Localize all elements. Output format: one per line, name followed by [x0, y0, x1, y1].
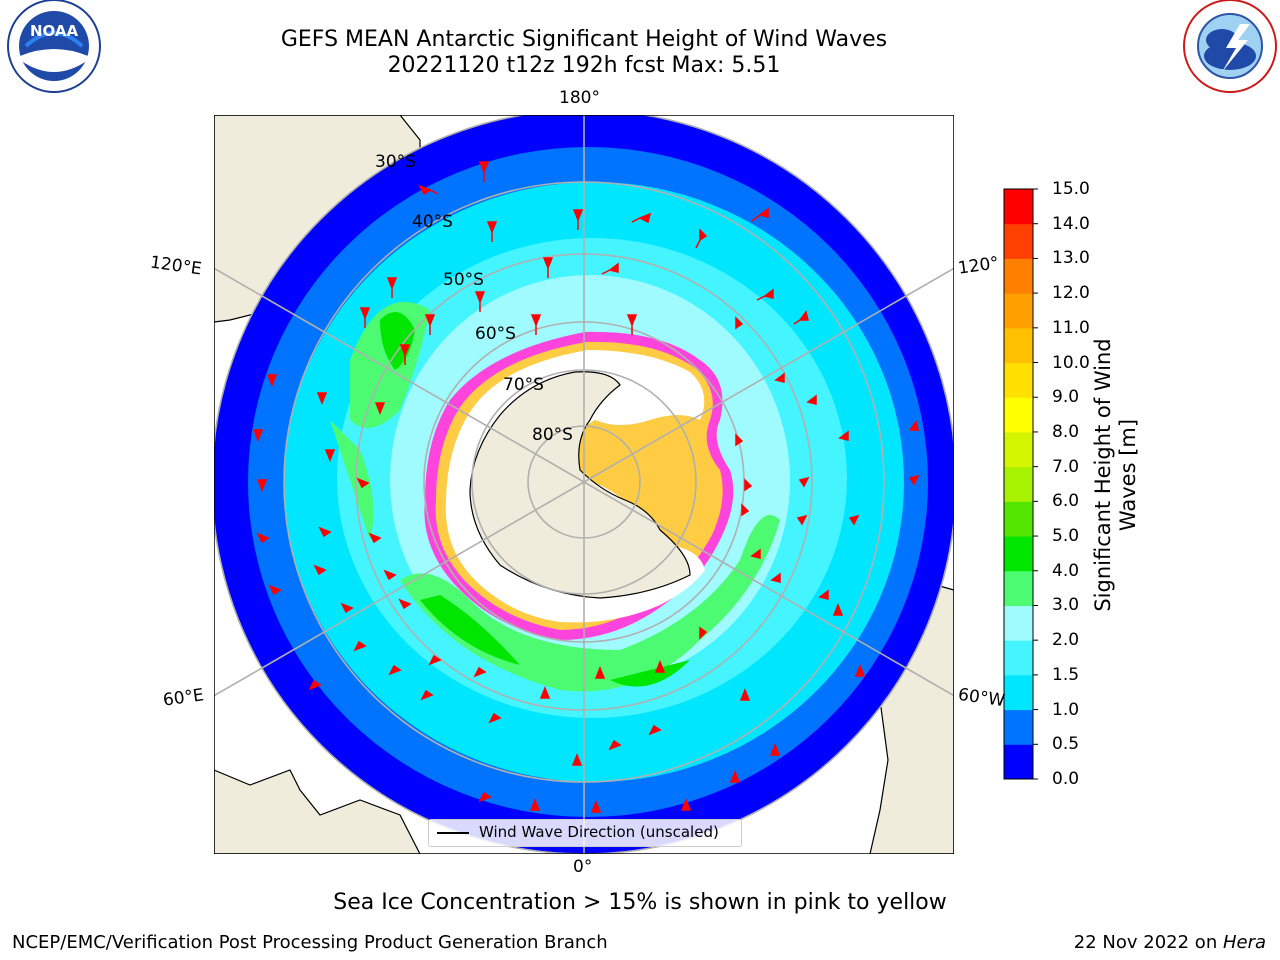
footer-host: Hera	[1222, 932, 1266, 953]
colorbar-segment	[1004, 536, 1033, 572]
colorbar-segment	[1004, 640, 1033, 676]
lat-label-50s: 50°S	[443, 270, 484, 290]
colorbar-border	[1003, 188, 1034, 780]
legend-line-icon	[437, 832, 469, 834]
colorbar	[1003, 188, 1038, 780]
longitude-lines	[214, 115, 954, 854]
colorbar-tick-label: 11.0	[1052, 317, 1090, 338]
colorbar-segment	[1004, 431, 1033, 468]
colorbar-segment	[1004, 258, 1033, 294]
sea-ice-note: Sea Ice Concentration > 15% is shown in …	[333, 890, 947, 915]
colorbar-tick-label: 4.0	[1052, 560, 1080, 581]
chart-subtitle-line: 20221120 t12z 192h fcst Max: 5.51	[387, 53, 781, 78]
colorbar-tick-label: 12.0	[1052, 283, 1090, 304]
legend-label: Wind Wave Direction (unscaled)	[479, 823, 719, 841]
colorbar-segment	[1004, 744, 1033, 780]
colorbar-segment	[1004, 605, 1033, 641]
colorbar-tick-label: 3.0	[1052, 595, 1080, 616]
noaa-logo-icon: NOAA	[7, 0, 101, 93]
lat-label-30s: 30°S	[375, 152, 416, 172]
noaa-logo-text: NOAA	[30, 22, 79, 40]
colorbar-tick-label: 14.0	[1052, 213, 1090, 234]
lon-label-0: 0°	[573, 857, 593, 877]
colorbar-tick-label: 15.0	[1052, 179, 1090, 199]
wind-wave-arrows	[252, 161, 920, 813]
colorbar-tick-label: 1.0	[1052, 699, 1080, 720]
lat-label-70s: 70°S	[503, 375, 544, 395]
colorbar-tick-label: 0.0	[1052, 769, 1080, 789]
colorbar-segment	[1004, 501, 1033, 537]
colorbar-tick-label: 0.5	[1052, 734, 1080, 755]
colorbar-segment	[1004, 709, 1033, 745]
colorbar-segment	[1004, 397, 1033, 433]
colorbar-segment	[1004, 189, 1033, 225]
colorbar-tick-label: 9.0	[1052, 387, 1080, 408]
colorbar-tick-label: 8.0	[1052, 421, 1080, 442]
colorbar-segment	[1004, 570, 1033, 606]
colorbar-tick-label: 2.0	[1052, 630, 1080, 651]
chart-title: GEFS MEAN Antarctic Significant Height o…	[280, 27, 888, 52]
colorbar-segment	[1004, 362, 1033, 398]
colorbar-tick-label: 1.5	[1052, 664, 1080, 685]
lat-label-40s: 40°S	[412, 212, 453, 232]
colorbar-tick-label: 13.0	[1052, 248, 1090, 269]
colorbar-segment	[1004, 327, 1033, 364]
nws-logo-icon	[1183, 0, 1277, 93]
map-content	[214, 115, 954, 854]
footer-date-text: 22 Nov 2022 on	[1073, 932, 1223, 953]
map-legend: Wind Wave Direction (unscaled)	[428, 819, 742, 847]
lat-label-60s: 60°S	[475, 324, 516, 344]
lat-label-80s: 80°S	[532, 425, 573, 445]
colorbar-tick-label: 7.0	[1052, 456, 1080, 477]
footer-date: 22 Nov 2022 on Hera	[1074, 932, 1266, 953]
footer-organization: NCEP/EMC/Verification Post Processing Pr…	[12, 932, 608, 953]
colorbar-segment	[1004, 674, 1033, 711]
lon-label-180: 180°	[559, 88, 600, 108]
colorbar-segment	[1004, 466, 1033, 502]
colorbar-segment	[1004, 293, 1033, 329]
colorbar-segment	[1004, 223, 1033, 259]
colorbar-tick-label: 6.0	[1052, 491, 1080, 512]
colorbar-tick-label: 10.0	[1052, 352, 1090, 373]
africa-shape	[214, 769, 421, 854]
colorbar-tick-label: 5.0	[1052, 526, 1080, 547]
colorbar-label: Significant Height of Wind Waves [m]	[1091, 338, 1140, 612]
